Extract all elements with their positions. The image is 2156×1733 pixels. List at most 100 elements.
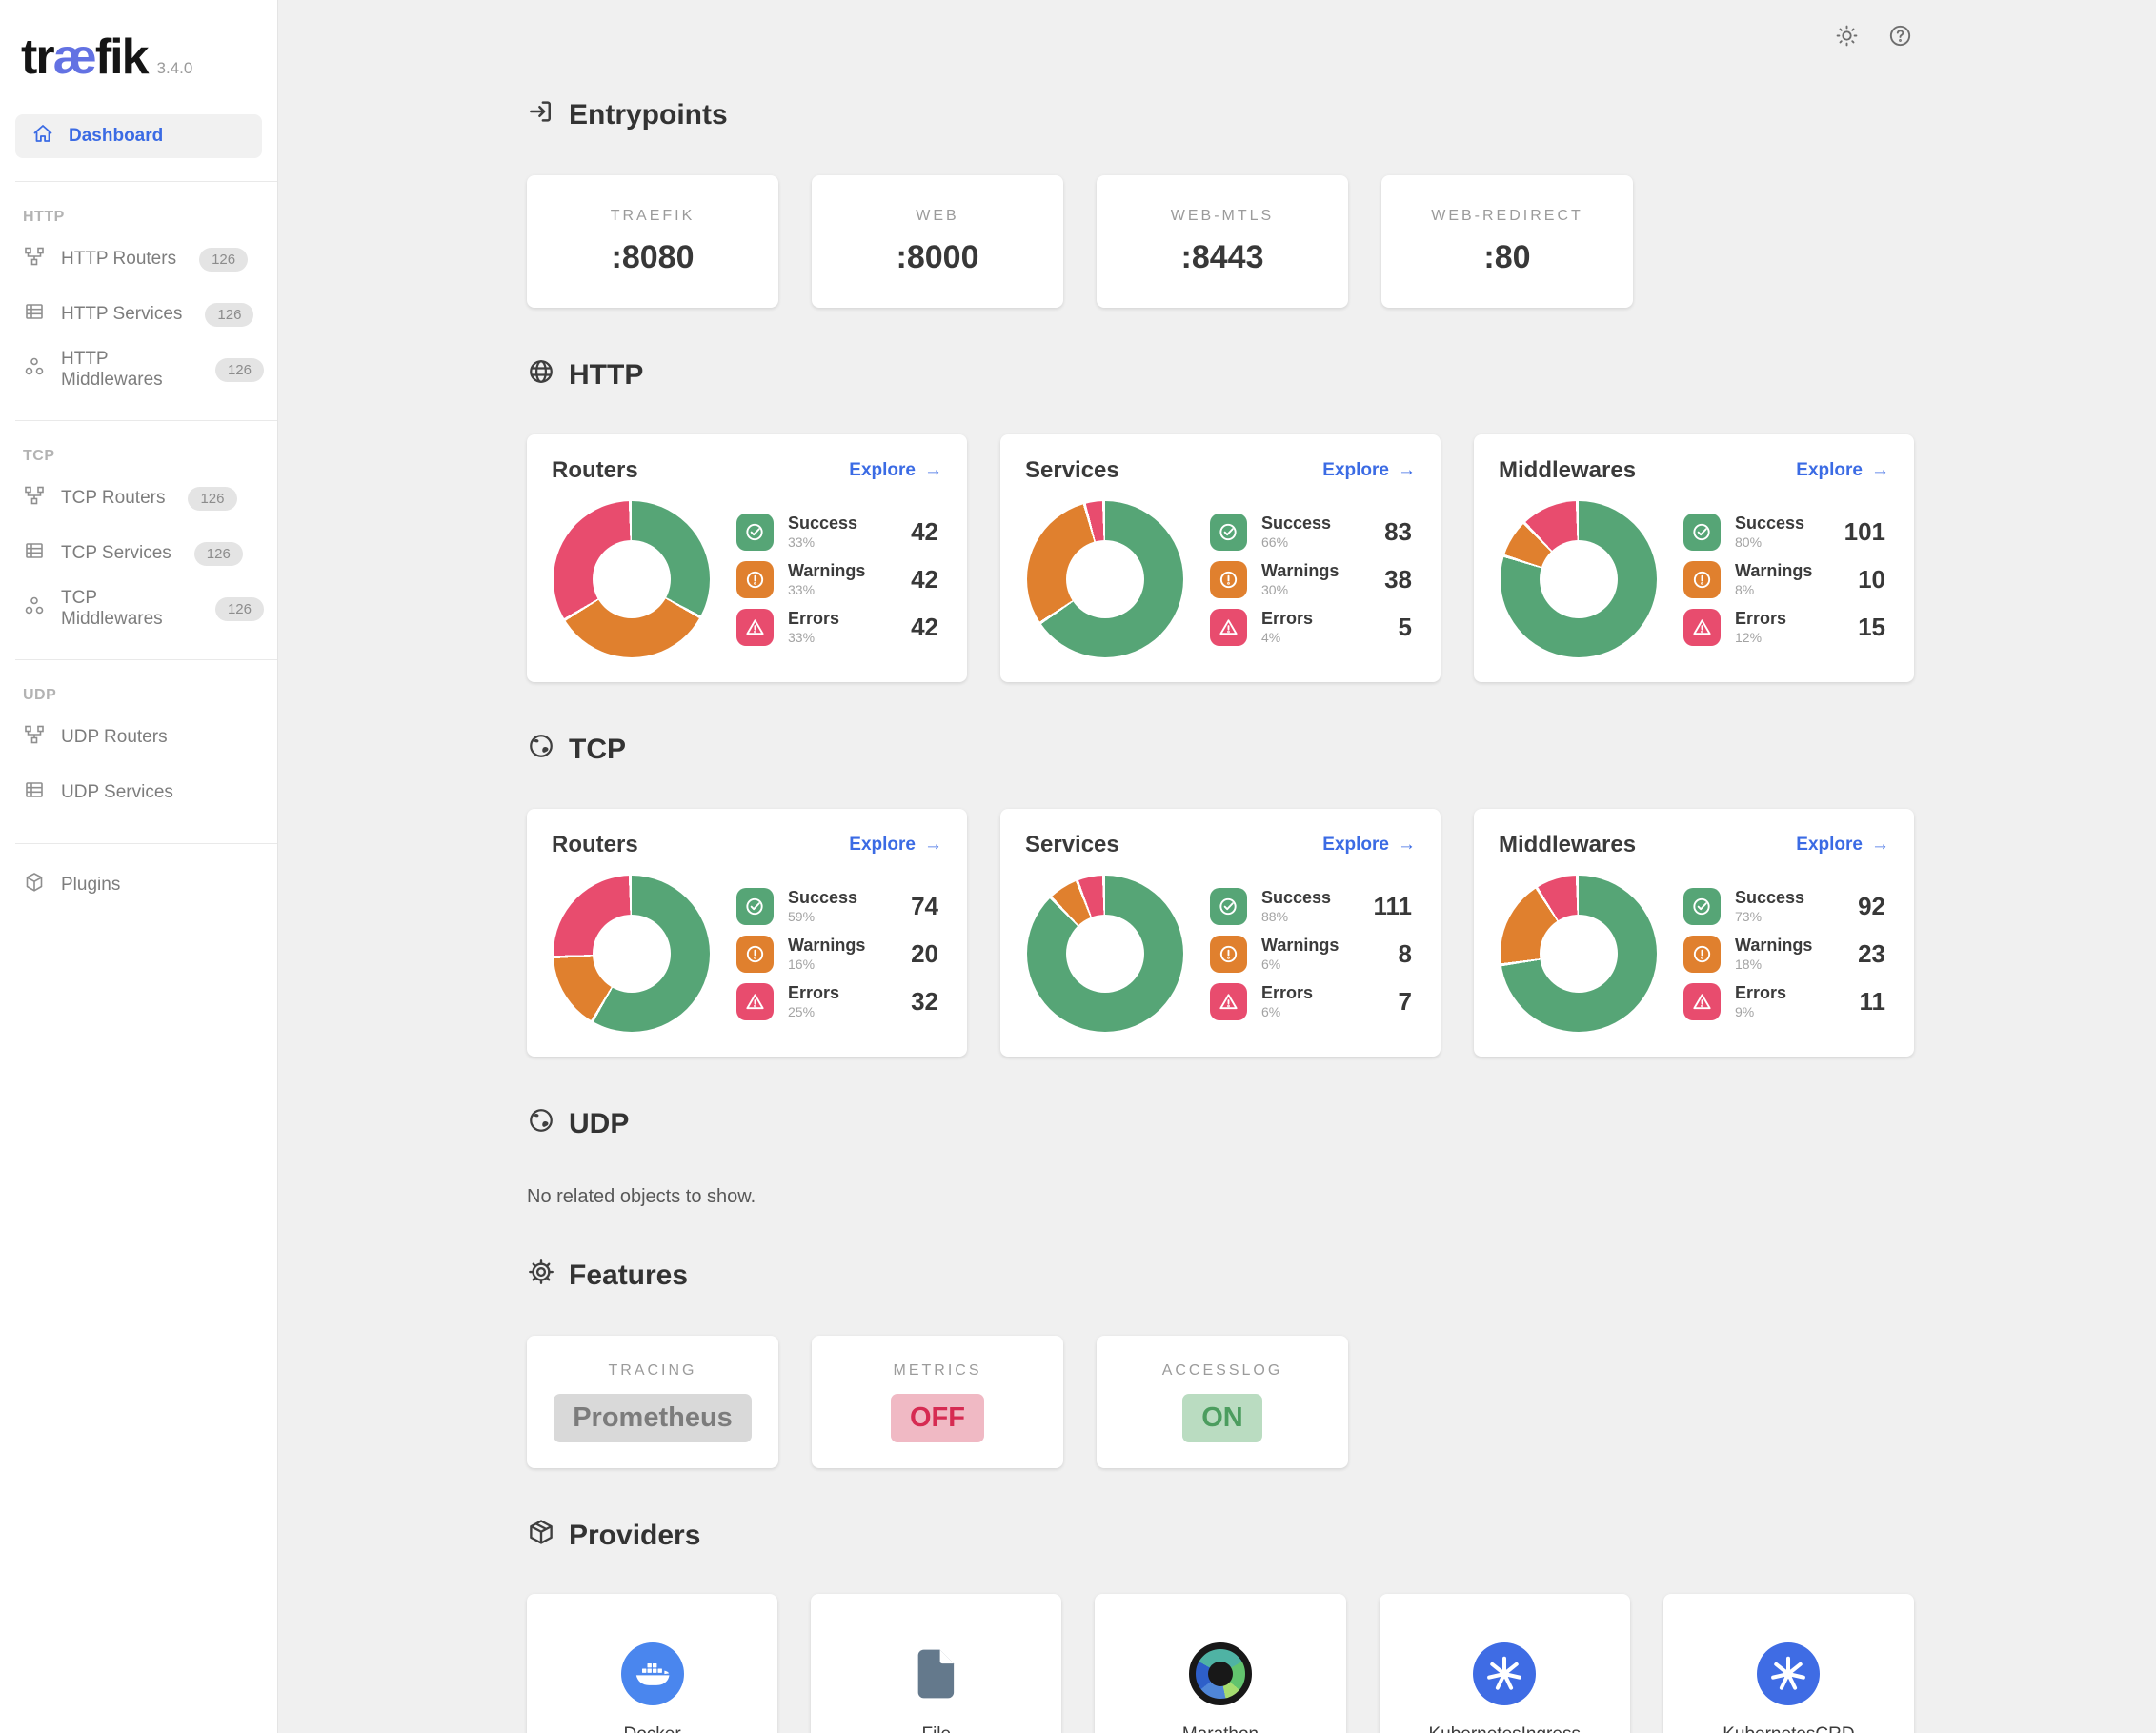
- tcp-middlewares-card: Middlewares Explore → Success 73% 92 Warn: [1474, 809, 1914, 1057]
- entrypoint-card-traefik: TRAEFIK :8080: [527, 175, 778, 308]
- arrow-right-icon: →: [1398, 835, 1416, 855]
- count-badge: 126: [214, 596, 264, 621]
- donut-chart: [1027, 876, 1183, 1032]
- entrypoint-port: :8000: [896, 238, 979, 275]
- error-icon: [1683, 608, 1721, 646]
- kubernetes-icon: [1757, 1642, 1821, 1705]
- entrypoint-card-web-mtls: WEB-MTLS :8443: [1097, 175, 1348, 308]
- explore-tcp-middlewares-link[interactable]: Explore →: [1796, 835, 1889, 855]
- explore-http-services-link[interactable]: Explore →: [1322, 460, 1416, 480]
- provider-card-docker: Docker: [527, 1594, 778, 1733]
- provider-name: KubernetesIngress: [1428, 1724, 1581, 1733]
- stat-success: Success 59% 74: [736, 887, 942, 925]
- http-routers-card: Routers Explore → Success 33% 42 Warnings: [527, 434, 967, 682]
- stat-value: 7: [1398, 986, 1412, 1016]
- entrypoint-card-web: WEB :8000: [812, 175, 1063, 308]
- arrow-right-icon: →: [924, 835, 942, 855]
- card-title: Services: [1025, 457, 1119, 483]
- routers-icon: [23, 723, 46, 752]
- sidebar-item-tcp-routers[interactable]: TCP Routers 126: [0, 471, 277, 526]
- error-icon: [1683, 982, 1721, 1020]
- divider: [15, 843, 277, 844]
- provider-card-kubernetes-ingress: KubernetesIngress: [1379, 1594, 1630, 1733]
- stat-value: 111: [1373, 891, 1412, 920]
- stat-warnings: Warnings 18% 23: [1683, 935, 1889, 973]
- http-services-card: Services Explore → Success 66% 83 Warning: [1000, 434, 1441, 682]
- divider: [15, 659, 277, 660]
- sidebar-item-label: Dashboard: [69, 126, 164, 146]
- topbar: [527, 21, 1914, 50]
- entrypoint-port: :80: [1483, 238, 1531, 275]
- sidebar-item-label: TCP Services: [61, 543, 171, 563]
- package-icon: [527, 1518, 555, 1554]
- stat-warnings: Warnings 30% 38: [1210, 560, 1416, 598]
- routers-icon: [23, 245, 46, 273]
- stat-value: 74: [911, 891, 938, 920]
- stat-success: Success 73% 92: [1683, 887, 1889, 925]
- explore-http-middlewares-link[interactable]: Explore →: [1796, 460, 1889, 480]
- docker-icon: [620, 1642, 684, 1705]
- theme-toggle-sun-icon[interactable]: [1832, 21, 1861, 50]
- donut-chart: [554, 876, 710, 1032]
- provider-card-file: File: [811, 1594, 1062, 1733]
- stat-value: 15: [1858, 612, 1885, 641]
- donut-chart: [1027, 501, 1183, 657]
- count-badge: 126: [205, 302, 254, 327]
- udp-heading: UDP: [527, 1106, 1914, 1142]
- kubernetes-icon: [1473, 1642, 1537, 1705]
- sidebar-item-label: HTTP Routers: [61, 249, 177, 269]
- earth-icon: [527, 1106, 555, 1142]
- udp-empty-message: No related objects to show.: [527, 1186, 756, 1207]
- middlewares-icon: [23, 594, 46, 623]
- count-badge: 126: [193, 541, 243, 566]
- arrow-right-icon: →: [924, 460, 942, 480]
- explore-tcp-services-link[interactable]: Explore →: [1322, 835, 1416, 855]
- routers-icon: [23, 484, 46, 513]
- stat-value: 101: [1844, 516, 1885, 546]
- stat-errors: Errors 6% 7: [1210, 982, 1416, 1020]
- explore-tcp-routers-link[interactable]: Explore →: [849, 835, 942, 855]
- features-heading: Features: [527, 1258, 1914, 1294]
- explore-http-routers-link[interactable]: Explore →: [849, 460, 942, 480]
- sidebar-item-plugins[interactable]: Plugins: [0, 857, 277, 913]
- provider-name: KubernetesCRD: [1723, 1724, 1854, 1733]
- error-icon: [1210, 982, 1247, 1020]
- warning-icon: [1683, 935, 1721, 973]
- card-title: Middlewares: [1499, 457, 1637, 483]
- sidebar-section-tcp: TCP: [23, 448, 55, 464]
- tcp-heading: TCP: [527, 732, 1914, 768]
- feature-value-badge: OFF: [891, 1393, 984, 1442]
- error-icon: [736, 982, 774, 1020]
- plugins-icon: [23, 871, 46, 899]
- stat-value: 32: [911, 986, 938, 1016]
- entrypoint-name: WEB-MTLS: [1170, 207, 1275, 224]
- stat-success: Success 80% 101: [1683, 513, 1889, 551]
- stat-errors: Errors 4% 5: [1210, 608, 1416, 646]
- marathon-icon: [1189, 1642, 1252, 1705]
- provider-card-kubernetes-crd: KubernetesCRD: [1662, 1594, 1915, 1733]
- sidebar-item-tcp-services[interactable]: TCP Services 126: [0, 526, 277, 581]
- sidebar-item-http-middlewares[interactable]: HTTP Middlewares 126: [0, 342, 277, 397]
- sidebar-item-label: UDP Services: [61, 782, 173, 802]
- card-title: Routers: [552, 832, 638, 857]
- sidebar-item-http-routers[interactable]: HTTP Routers 126: [0, 232, 277, 287]
- divider: [15, 181, 277, 182]
- sidebar-item-tcp-middlewares[interactable]: TCP Middlewares 126: [0, 581, 277, 636]
- sidebar-item-udp-services[interactable]: UDP Services: [0, 765, 277, 820]
- donut-chart: [1501, 501, 1657, 657]
- card-title: Services: [1025, 832, 1119, 857]
- feature-name: ACCESSLOG: [1161, 1361, 1283, 1379]
- main-content: Entrypoints TRAEFIK :8080 WEB :8000 WEB-…: [278, 0, 2156, 1733]
- sidebar-section-http: HTTP: [23, 209, 65, 225]
- sidebar-item-udp-routers[interactable]: UDP Routers: [0, 710, 277, 765]
- warning-icon: [1683, 560, 1721, 598]
- entrypoint-port: :8443: [1180, 238, 1264, 275]
- traefik-logo: træfik: [21, 30, 149, 85]
- help-icon[interactable]: [1885, 21, 1914, 50]
- provider-name: Docker: [624, 1724, 681, 1733]
- sidebar-item-http-services[interactable]: HTTP Services 126: [0, 287, 277, 342]
- success-icon: [1683, 887, 1721, 925]
- feature-card-tracing: TRACING Prometheus: [527, 1336, 778, 1468]
- stat-errors: Errors 25% 32: [736, 982, 942, 1020]
- sidebar-item-dashboard[interactable]: Dashboard: [15, 114, 262, 158]
